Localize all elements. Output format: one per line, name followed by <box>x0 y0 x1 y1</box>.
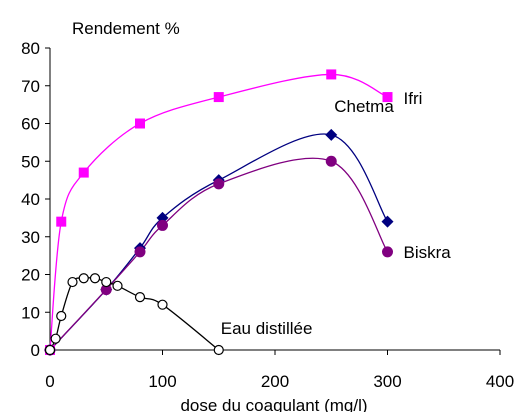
data-point-biskra <box>213 178 225 190</box>
x-tick-label: 300 <box>373 372 401 391</box>
data-point-biskra <box>382 246 393 258</box>
series-label-chetma: Chetma <box>334 97 394 116</box>
data-point-eau-distillee <box>89 273 101 284</box>
data-point-ifri <box>382 92 393 103</box>
data-point-biskra <box>100 284 112 296</box>
x-tick-label: 100 <box>148 372 176 391</box>
series-line-chetma <box>49 133 389 351</box>
y-tick-label: 70 <box>21 77 40 96</box>
y-tick-label: 50 <box>21 152 40 171</box>
data-point-eau-distillee <box>157 299 168 310</box>
data-point-eau-distillee <box>78 273 89 284</box>
series-labels: Ifri Chetma Biskra Eau distillée <box>221 89 452 338</box>
data-point-eau-distillee <box>67 276 78 288</box>
data-point-biskra <box>134 246 146 258</box>
data-point-eau-distillee <box>101 276 112 288</box>
data-point-chetma <box>381 215 394 228</box>
data-point-eau-distillee <box>56 310 67 322</box>
data-point-eau-distillee <box>112 280 123 291</box>
data-point-ifri <box>213 92 224 103</box>
series-label-eau-distillee: Eau distillée <box>221 319 313 338</box>
data-point-eau-distillee <box>134 292 146 303</box>
series-label-ifri: Ifri <box>404 89 423 108</box>
series-markers <box>44 69 394 356</box>
axes: 0 10 20 30 40 50 60 70 80 0 100 200 300 400 <box>21 39 514 391</box>
x-axis-label: dose du coagulant (mg/l) <box>180 396 367 412</box>
x-tick-label: 400 <box>486 372 514 391</box>
x-tick-label: 200 <box>261 372 289 391</box>
data-point-eau-distillee <box>44 344 56 356</box>
y-tick-label: 60 <box>21 115 40 134</box>
y-tick-label: 10 <box>21 303 40 322</box>
data-point-biskra <box>325 155 337 167</box>
data-point-eau-distillee <box>213 344 224 356</box>
data-point-ifri <box>56 216 67 227</box>
data-point-ifri <box>326 69 337 80</box>
series-line-eau-distillee <box>49 277 220 351</box>
data-point-biskra <box>157 219 168 231</box>
y-tick-label: 20 <box>21 266 40 285</box>
y-tick-label: 30 <box>21 228 40 247</box>
data-point-ifri <box>78 167 89 178</box>
y-tick-label: 80 <box>21 39 40 58</box>
y-tick-label: 40 <box>21 190 40 209</box>
chart-title: Rendement % <box>72 19 180 38</box>
data-point-ifri <box>135 118 145 129</box>
y-tick-label: 0 <box>31 341 40 360</box>
x-tick-label: 0 <box>45 372 54 391</box>
series-label-biskra: Biskra <box>404 243 452 262</box>
data-point-eau-distillee <box>50 333 61 344</box>
data-point-chetma <box>325 128 338 141</box>
